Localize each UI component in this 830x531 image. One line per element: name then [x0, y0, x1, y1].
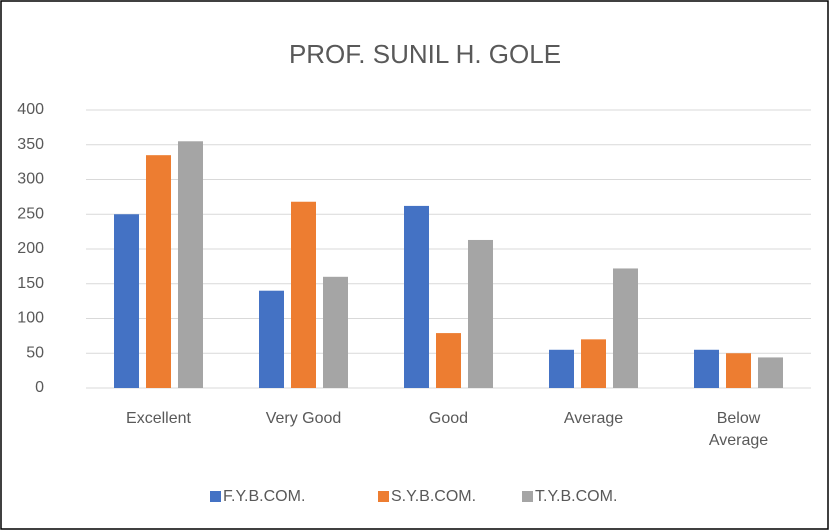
- y-tick-label: 150: [17, 275, 44, 292]
- bar: [404, 205, 429, 388]
- bar: [259, 290, 284, 388]
- bar: [581, 339, 606, 388]
- y-tick-label: 300: [17, 171, 44, 188]
- y-tick-label: 200: [17, 240, 44, 257]
- x-tick-label: Average: [563, 410, 624, 427]
- bar: [468, 239, 493, 388]
- legend-label: F.Y.B.COM.: [223, 488, 305, 505]
- legend-label: S.Y.B.COM.: [391, 488, 476, 505]
- x-tick-label: Excellent: [126, 410, 191, 427]
- bar: [726, 353, 751, 388]
- chart-title: PROF. SUNIL H. GOLE: [289, 39, 561, 69]
- x-tick-label: Good: [428, 410, 469, 427]
- bar: [758, 357, 783, 388]
- legend-label: T.Y.B.COM.: [535, 488, 617, 505]
- y-tick-label: 100: [17, 310, 44, 327]
- x-tick-label: Very Good: [265, 410, 342, 427]
- legend-swatch: [522, 491, 533, 502]
- y-tick-label: 0: [35, 379, 44, 396]
- x-tick-label: Below Average: [708, 410, 769, 449]
- bar: [146, 155, 171, 388]
- bar: [549, 349, 574, 388]
- bar: [114, 214, 139, 388]
- bar: [694, 349, 719, 388]
- bar: [323, 276, 348, 388]
- legend-swatch: [378, 491, 389, 502]
- y-tick-label: 250: [17, 205, 44, 222]
- bar: [613, 268, 638, 388]
- y-tick-label: 350: [17, 136, 44, 153]
- bar: [436, 333, 461, 388]
- legend-swatch: [210, 491, 221, 502]
- y-tick-label: 400: [17, 101, 44, 118]
- y-tick-label: 50: [26, 344, 44, 361]
- bar: [178, 141, 203, 388]
- bar: [291, 201, 316, 388]
